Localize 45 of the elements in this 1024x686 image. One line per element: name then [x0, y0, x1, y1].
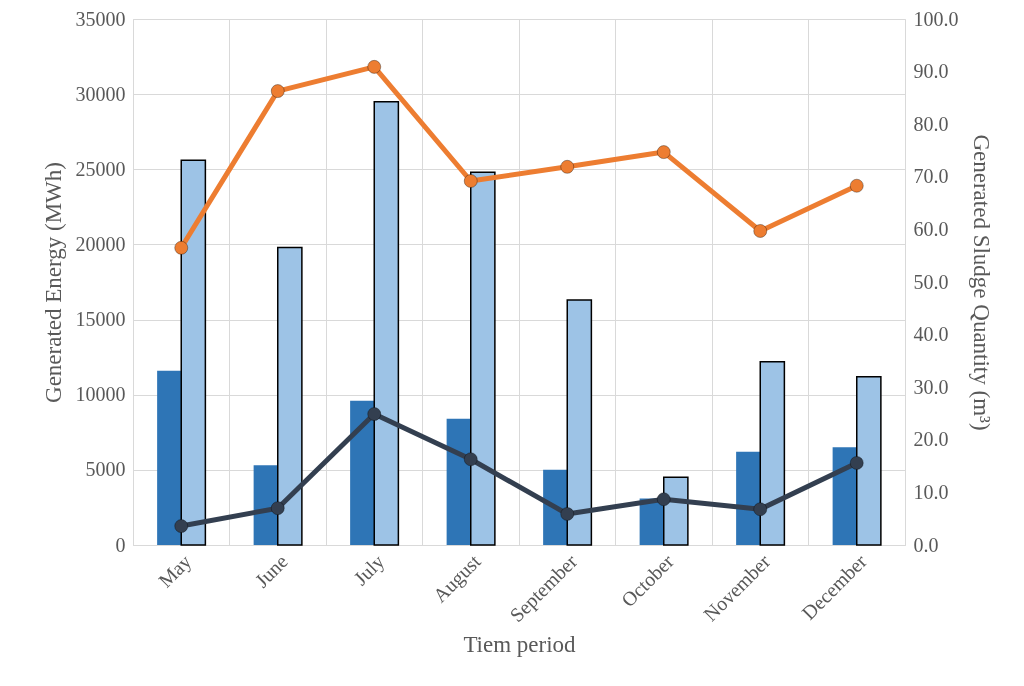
bar — [350, 400, 375, 545]
x-tick-label: June — [250, 550, 292, 592]
y2-tick-label: 40.0 — [913, 323, 949, 346]
y-axis-title: Generated Energy (MWh) — [40, 162, 66, 403]
bar — [157, 370, 182, 545]
point — [849, 178, 864, 193]
y-tick-label: 5000 — [85, 458, 126, 481]
bar — [736, 451, 761, 545]
y2-tick-label: 80.0 — [913, 112, 949, 135]
y2-tick-label: 0.0 — [913, 533, 939, 556]
point — [463, 452, 478, 467]
point — [753, 502, 768, 517]
x-axis-title: Tiem period — [463, 632, 577, 658]
bar — [446, 418, 471, 545]
y2-axis-title: Generated Sludge Quantity (m³) — [968, 134, 994, 431]
y2-tick-label: 20.0 — [913, 428, 949, 451]
y-tick-label: 30000 — [75, 82, 126, 105]
point — [849, 455, 864, 470]
y2-tick-label: 10.0 — [913, 480, 949, 503]
y-tick-label: 25000 — [75, 157, 126, 180]
y-tick-label: 0 — [115, 533, 126, 556]
point — [656, 145, 671, 160]
y2-tick-label: 30.0 — [913, 375, 949, 398]
point — [174, 519, 189, 534]
y2-tick-label: 90.0 — [913, 60, 949, 83]
y-tick-label: 15000 — [75, 308, 126, 331]
y2-tick-label: 50.0 — [913, 270, 949, 293]
point — [270, 501, 285, 516]
y-tick-label: 20000 — [75, 232, 126, 255]
point — [560, 506, 575, 521]
y-tick-label: 10000 — [75, 383, 126, 406]
point — [656, 492, 671, 507]
point — [560, 159, 575, 174]
point — [367, 407, 382, 422]
y2-tick-label: 60.0 — [913, 217, 949, 240]
x-tick-label: July — [349, 550, 390, 590]
point — [174, 240, 189, 255]
point — [753, 223, 768, 238]
point — [270, 84, 285, 99]
y2-tick-label: 70.0 — [913, 165, 949, 188]
x-tick-label: May — [153, 550, 197, 593]
y-tick-label: 35000 — [75, 7, 126, 30]
point — [367, 59, 382, 74]
point — [463, 174, 478, 189]
y2-tick-label: 100.0 — [913, 7, 959, 30]
